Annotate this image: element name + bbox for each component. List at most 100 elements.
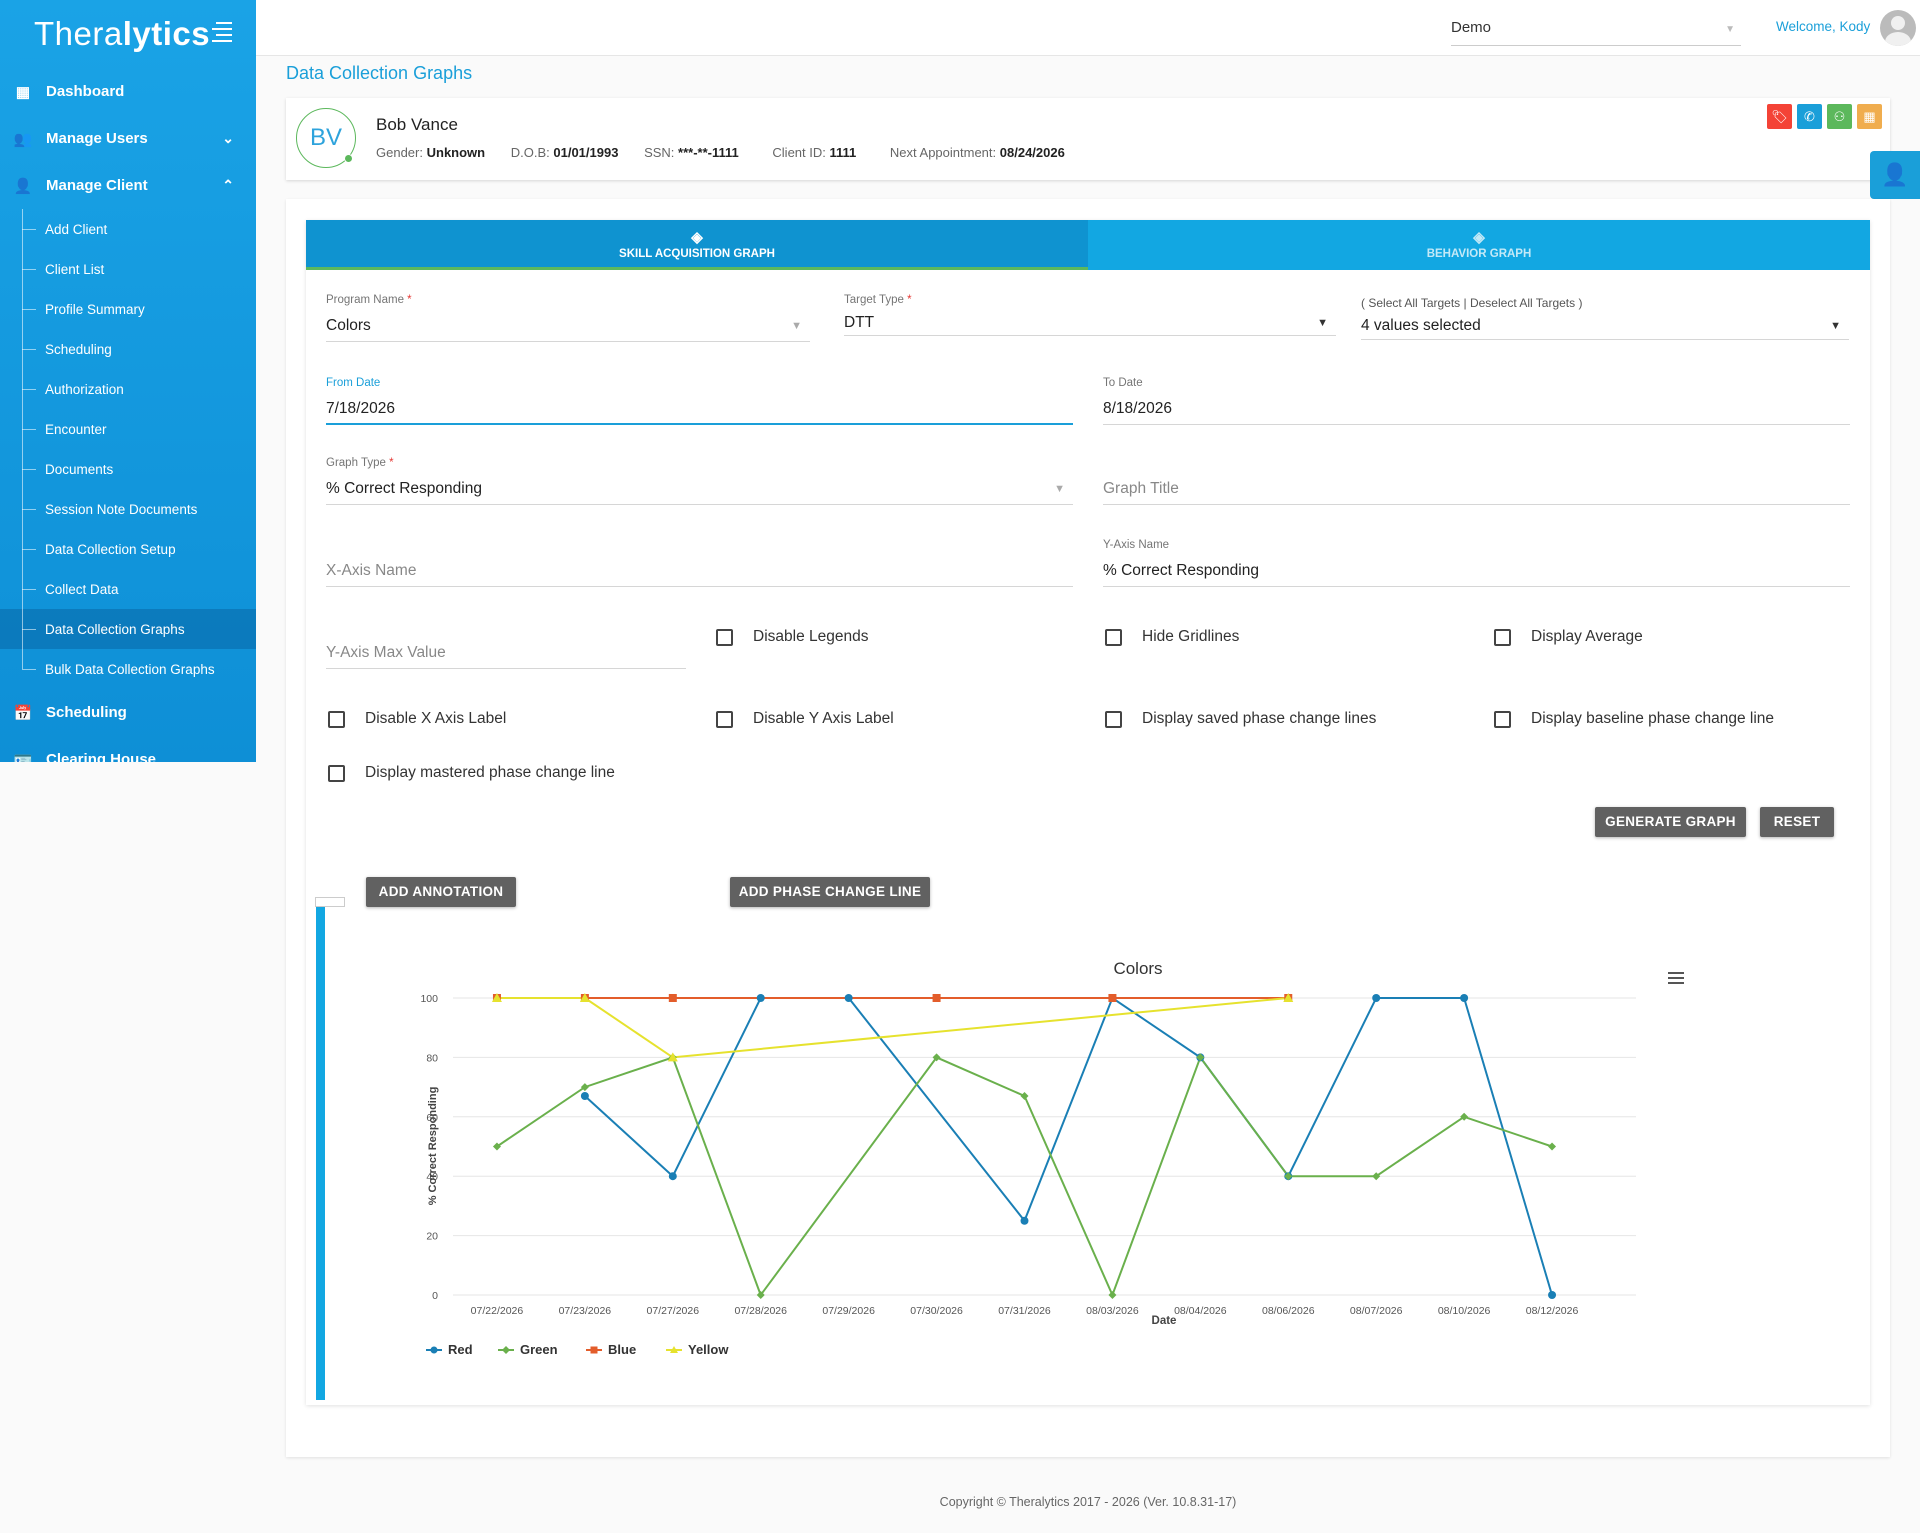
slider-handle[interactable] xyxy=(315,897,345,907)
sidebar-sub-collect-data[interactable]: Collect Data xyxy=(0,569,256,609)
select-all-targets-link[interactable]: Select All Targets xyxy=(1368,296,1461,310)
saved-phase-lines-checkbox[interactable]: Display saved phase change lines xyxy=(1105,710,1376,728)
phone-button[interactable]: ✆ xyxy=(1797,104,1822,129)
legend-item-red[interactable]: Red xyxy=(426,1342,473,1357)
graph-title-input[interactable]: Graph Title xyxy=(1103,475,1850,505)
chart-menu-icon[interactable] xyxy=(1668,972,1684,984)
legend-item-yellow[interactable]: Yellow xyxy=(666,1342,729,1357)
disable-y-axis-label-checkbox[interactable]: Disable Y Axis Label xyxy=(716,710,894,728)
y-axis-max-field[interactable]: Y-Axis Max Value xyxy=(326,639,686,669)
series-line-red xyxy=(584,996,1553,1296)
x-axis-name-input[interactable]: X-Axis Name xyxy=(326,557,1073,587)
data-point-green[interactable] xyxy=(1460,1112,1469,1121)
checkbox-box xyxy=(1105,628,1122,646)
data-point-yellow[interactable] xyxy=(667,1052,678,1062)
sidebar-item-manage-client[interactable]: 👤 Manage Client ⌃ xyxy=(0,162,256,209)
data-point-green[interactable] xyxy=(932,1053,941,1062)
graph-title-field[interactable]: Graph Title xyxy=(1103,475,1850,505)
graph-type-field[interactable]: Graph Type * % Correct Responding ▼ xyxy=(326,457,1073,505)
legend-item-blue[interactable]: Blue xyxy=(586,1342,636,1357)
program-name-value: Colors xyxy=(326,317,371,334)
tab-skill-acquisition[interactable]: ◈ SKILL ACQUISITION GRAPH xyxy=(306,220,1088,270)
data-point-yellow[interactable] xyxy=(491,993,502,1002)
y-axis-max-input[interactable]: Y-Axis Max Value xyxy=(326,639,686,669)
generate-graph-button[interactable]: GENERATE GRAPH xyxy=(1595,807,1746,837)
deselect-all-targets-link[interactable]: Deselect All Targets xyxy=(1469,296,1576,310)
client-search-float-button[interactable]: 👤 xyxy=(1870,151,1920,199)
data-point-green[interactable] xyxy=(580,1083,589,1092)
target-type-field[interactable]: Target Type * DTT ▼ xyxy=(844,294,1336,336)
y-axis-name-field[interactable]: Y-Axis Name % Correct Responding xyxy=(1103,539,1850,587)
sidebar-item-scheduling[interactable]: 📅 Scheduling xyxy=(0,689,256,736)
data-point-red[interactable] xyxy=(1460,994,1469,1002)
menu-toggle-icon[interactable] xyxy=(212,22,232,42)
data-point-red[interactable] xyxy=(1548,1291,1557,1299)
sidebar-sub-data-collection-setup[interactable]: Data Collection Setup xyxy=(0,529,256,569)
disable-legends-checkbox[interactable]: Disable Legends xyxy=(716,628,868,646)
data-point-green[interactable] xyxy=(1020,1092,1029,1101)
data-point-green[interactable] xyxy=(1284,1172,1293,1181)
organization-select[interactable]: Demo ▼ xyxy=(1451,16,1741,46)
targets-field[interactable]: ( Select All Targets | Deselect All Targ… xyxy=(1361,296,1849,340)
program-name-field[interactable]: Program Name * Colors ▼ xyxy=(326,294,810,342)
x-tick-label: 08/07/2026 xyxy=(1350,1305,1403,1317)
hide-gridlines-checkbox[interactable]: Hide Gridlines xyxy=(1105,628,1239,646)
data-point-red[interactable] xyxy=(1020,1216,1029,1225)
data-point-green[interactable] xyxy=(1548,1142,1557,1151)
data-point-green[interactable] xyxy=(1372,1172,1381,1181)
graph-vertical-slider[interactable] xyxy=(315,897,345,1400)
sidebar-sub-add-client[interactable]: Add Client xyxy=(0,209,256,249)
sidebar-item-manage-users[interactable]: 👥 Manage Users ⌄ xyxy=(0,115,256,162)
tag-button[interactable]: 🏷 xyxy=(1767,104,1792,129)
legend-item-green[interactable]: Green xyxy=(498,1342,558,1357)
program-name-label: Program Name xyxy=(326,294,404,306)
legend-marker xyxy=(430,1346,438,1354)
data-point-red[interactable] xyxy=(756,994,765,1002)
mastered-phase-line-checkbox[interactable]: Display mastered phase change line xyxy=(328,764,615,782)
data-point-red[interactable] xyxy=(668,1172,677,1181)
x-axis-name-field[interactable]: X-Axis Name xyxy=(326,557,1073,587)
add-phase-change-line-button[interactable]: ADD PHASE CHANGE LINE xyxy=(730,877,930,907)
sidebar-sub-profile-summary[interactable]: Profile Summary xyxy=(0,289,256,329)
data-point-blue[interactable] xyxy=(668,994,677,1002)
data-point-blue[interactable] xyxy=(1108,994,1117,1002)
sidebar-sub-scheduling[interactable]: Scheduling xyxy=(0,329,256,369)
sidebar-item-clearing-house[interactable]: 🪪 Clearing House xyxy=(0,736,256,762)
sidebar-sub-bulk-data-collection-graphs[interactable]: Bulk Data Collection Graphs xyxy=(0,649,256,689)
sidebar-sub-session-note-documents[interactable]: Session Note Documents xyxy=(0,489,256,529)
sidebar-sub-documents[interactable]: Documents xyxy=(0,449,256,489)
user-avatar[interactable] xyxy=(1880,10,1916,46)
calendar-button[interactable]: ▦ xyxy=(1857,104,1882,129)
data-point-red[interactable] xyxy=(844,994,853,1002)
sidebar-sub-data-collection-graphs[interactable]: Data Collection Graphs xyxy=(0,609,256,649)
data-point-green[interactable] xyxy=(1108,1291,1117,1299)
add-annotation-button[interactable]: ADD ANNOTATION xyxy=(366,877,516,907)
data-point-red[interactable] xyxy=(1372,994,1381,1002)
data-point-green[interactable] xyxy=(1196,1053,1205,1062)
disable-x-axis-label-checkbox[interactable]: Disable X Axis Label xyxy=(328,710,506,728)
tab-behavior[interactable]: ◈ BEHAVIOR GRAPH xyxy=(1088,220,1870,270)
brand-logo[interactable]: Theralytics xyxy=(0,0,256,68)
organization-value: Demo xyxy=(1451,19,1492,36)
user-badge-button[interactable]: ⚇ xyxy=(1827,104,1852,129)
data-point-green[interactable] xyxy=(756,1291,765,1299)
baseline-phase-line-checkbox[interactable]: Display baseline phase change line xyxy=(1494,710,1774,728)
sidebar-sub-encounter[interactable]: Encounter xyxy=(0,409,256,449)
from-date-field[interactable]: From Date 7/18/2026 xyxy=(326,377,1073,425)
checkbox-label: Display saved phase change lines xyxy=(1142,710,1377,727)
reset-button[interactable]: RESET xyxy=(1760,807,1834,837)
to-date-field[interactable]: To Date 8/18/2026 xyxy=(1103,377,1850,425)
sidebar-sub-authorization[interactable]: Authorization xyxy=(0,369,256,409)
data-point-yellow[interactable] xyxy=(1283,993,1294,1002)
from-date-label: From Date xyxy=(326,377,381,389)
chart-title: Colors xyxy=(1113,959,1162,978)
data-point-yellow[interactable] xyxy=(579,993,590,1002)
data-point-green[interactable] xyxy=(492,1142,501,1151)
sidebar-item-dashboard[interactable]: ▦ Dashboard xyxy=(0,68,256,115)
display-average-checkbox[interactable]: Display Average xyxy=(1494,628,1643,646)
data-point-blue[interactable] xyxy=(932,994,941,1002)
y-axis-name-label: Y-Axis Name xyxy=(1103,539,1170,551)
data-point-red[interactable] xyxy=(580,1092,589,1101)
sidebar-sub-client-list[interactable]: Client List xyxy=(0,249,256,289)
x-tick-label: 07/28/2026 xyxy=(734,1305,787,1317)
